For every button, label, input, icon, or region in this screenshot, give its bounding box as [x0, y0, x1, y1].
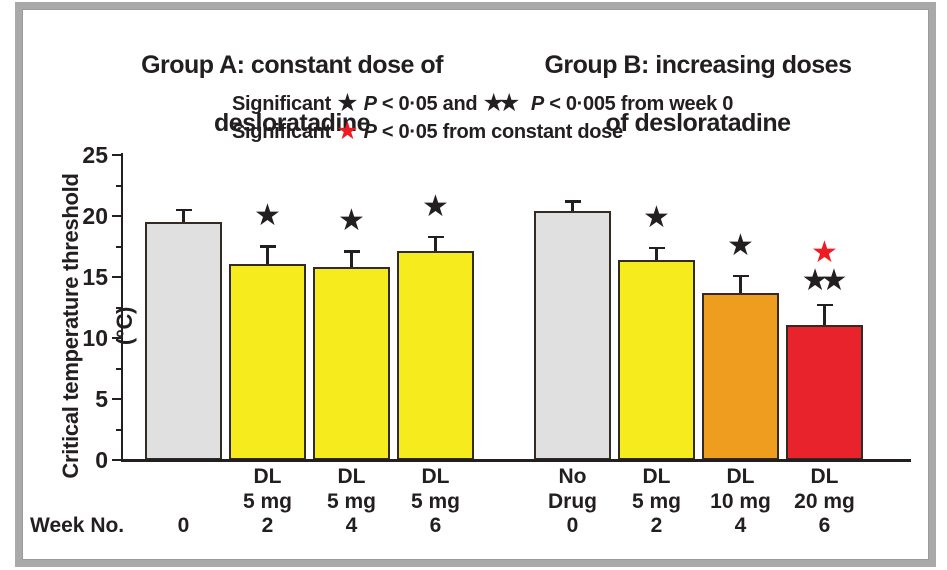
legend-p1: P: [363, 92, 377, 115]
significance-star-icon: ★: [727, 228, 754, 262]
y-axis-line: [120, 153, 123, 462]
red-star-icon: ★: [336, 116, 359, 145]
error-bar-cap: [816, 303, 833, 307]
y-axis-major-tick: [112, 153, 123, 157]
y-tick-label: 20: [82, 203, 108, 229]
legend-p3: P: [363, 120, 377, 143]
legend-label: Significant: [232, 92, 331, 115]
group-b-title-line2: of desloratadine: [605, 109, 791, 137]
bar-group-a-week-0: [145, 222, 222, 460]
significance-star-icon: ★: [422, 189, 449, 223]
drug-label: DL 20 mg: [794, 465, 855, 513]
error-bar-line: [266, 245, 269, 264]
legend-line-constant-dose: Significant ★ P < 0·05 from constant dos…: [232, 118, 733, 146]
week-number: 4: [345, 514, 358, 537]
y-axis-minor-tick: [116, 245, 123, 248]
error-bar-cap: [648, 246, 665, 249]
drug-label: DL 5 mg: [242, 465, 292, 513]
y-tick-label: 0: [95, 447, 108, 473]
legend-cond3: < 0·05 from constant dose: [376, 120, 623, 143]
bar-group-b-week-4: [702, 292, 779, 460]
week-axis-label: Week No.: [30, 514, 125, 537]
double-significance-star-icon: ★★: [801, 263, 848, 297]
bar-group-a-week-4: [313, 267, 390, 460]
legend-line-week0: Significant ★ P < 0·05 and ★★ P < 0·005 …: [232, 90, 733, 118]
group-a-title: Group A: constant dose of desloratadine: [92, 22, 492, 138]
significance-star-icon: ★: [338, 204, 365, 238]
bar-group-a-week-2: [229, 263, 306, 460]
y-axis-major-tick: [112, 458, 123, 462]
drug-label: DL 10 mg: [710, 465, 771, 513]
bar-group-b-week-2: [618, 259, 695, 460]
legend-cond1: < 0·05 and: [376, 92, 478, 115]
drug-label: DL 5 mg: [410, 465, 460, 513]
error-bar-cap: [732, 274, 749, 278]
error-bar-cap: [564, 200, 581, 203]
error-bar-cap: [259, 245, 276, 248]
error-bar-line: [350, 250, 353, 268]
y-tick-label: 10: [82, 325, 108, 351]
group-b-title: Group B: increasing doses of desloratadi…: [498, 22, 898, 138]
error-bar-line: [182, 208, 185, 223]
week-number: 0: [566, 514, 579, 537]
y-axis-major-tick: [112, 397, 123, 401]
group-a-title-line2: desloratadine: [213, 109, 371, 137]
drug-label: DL 5 mg: [326, 465, 376, 513]
black-star-icon: ★: [336, 88, 359, 117]
y-axis-minor-tick: [116, 428, 123, 431]
significance-star-icon: ★: [254, 199, 281, 233]
week-number: 6: [818, 514, 831, 537]
error-bar-cap: [175, 208, 192, 212]
y-axis-major-tick: [112, 275, 123, 279]
y-axis-minor-tick: [116, 306, 123, 309]
legend-p2: P: [530, 92, 544, 115]
legend-label2: Significant: [232, 120, 331, 143]
drug-label: No Drug: [548, 465, 597, 513]
drug-label: DL 5 mg: [631, 465, 681, 513]
y-tick-label: 5: [95, 386, 108, 412]
error-bar-line: [434, 235, 437, 252]
significance-star-icon: ★: [643, 200, 670, 234]
legend-cond2: < 0·005 from week 0: [543, 92, 734, 115]
error-bar-cap: [427, 235, 444, 239]
y-axis-major-tick: [112, 214, 123, 218]
error-bar-line: [655, 246, 658, 260]
bar-group-b-week-6: [786, 324, 863, 460]
significance-legend: Significant ★ P < 0·05 and ★★ P < 0·005 …: [232, 90, 733, 146]
y-tick-label: 15: [82, 264, 108, 290]
y-axis-minor-tick: [116, 367, 123, 370]
week-number: 2: [650, 514, 663, 537]
error-bar-line: [739, 274, 742, 293]
group-b-title-line1: Group B: increasing doses: [544, 51, 852, 79]
y-tick-label: 25: [82, 142, 108, 168]
y-axis-minor-tick: [116, 184, 123, 187]
week-number: 2: [261, 514, 274, 537]
bar-group-b-week-0: [534, 211, 611, 460]
week-number: 0: [177, 514, 190, 537]
red-significance-star-icon: ★: [811, 235, 838, 269]
bar-group-a-week-6: [397, 251, 474, 460]
figure-frame: [15, 2, 936, 567]
error-bar-line: [571, 200, 574, 212]
group-a-title-line1: Group A: constant dose of: [141, 51, 443, 79]
x-axis-line: [120, 459, 911, 462]
week-number: 6: [429, 514, 442, 537]
y-axis-major-tick: [112, 336, 123, 340]
error-bar-line: [823, 303, 826, 325]
error-bar-cap: [343, 250, 360, 253]
week-number: 4: [734, 514, 747, 537]
